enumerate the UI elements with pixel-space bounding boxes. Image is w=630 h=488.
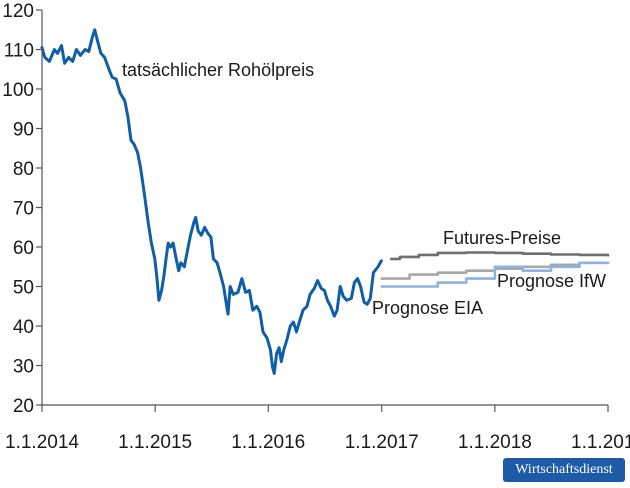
y-tick-label: 30 [13,357,34,378]
y-tick-label: 40 [13,317,34,338]
wirtschaftsdienst-logo: Wirtschaftsdienst [503,458,625,482]
x-tick-label: 1.1.2018 [458,432,532,453]
annotation-actual: tatsächlicher Rohölpreis [122,60,314,80]
y-tick-label: 110 [4,41,34,62]
annotation-ifw: Prognose IfW [497,271,606,291]
x-tick-label: 1.1.2019 [571,432,630,453]
annotation-futures: Futures-Preise [443,228,561,248]
series-line-tats-chlicher-roh-lpreis [40,28,383,375]
series-line-prognose-eia [380,261,610,288]
x-tick-label: 1.1.2016 [231,432,305,453]
y-tick-label: 70 [13,199,34,220]
annotation-eia: Prognose EIA [372,298,483,318]
series-layer [40,28,610,375]
series-line-futures-preise [390,251,610,261]
x-tick-label: 1.1.2014 [5,432,79,453]
y-tick-label: 100 [2,80,34,101]
y-tick-label: 90 [13,120,34,141]
x-axis-ticks: 1.1.2014 1.1.2015 1.1.2016 1.1.2017 1.1.2018… [5,405,630,453]
y-axis-ticks: 20 30 40 50 60 70 80 90 100 110 120 [2,1,42,417]
y-tick-label: 50 [13,278,34,299]
y-tick-label: 80 [13,159,34,180]
y-tick-label: 20 [13,396,34,417]
y-tick-label: 60 [13,238,34,259]
y-tick-label: 120 [2,1,34,22]
x-tick-label: 1.1.2017 [345,432,419,453]
x-tick-label: 1.1.2015 [118,432,192,453]
